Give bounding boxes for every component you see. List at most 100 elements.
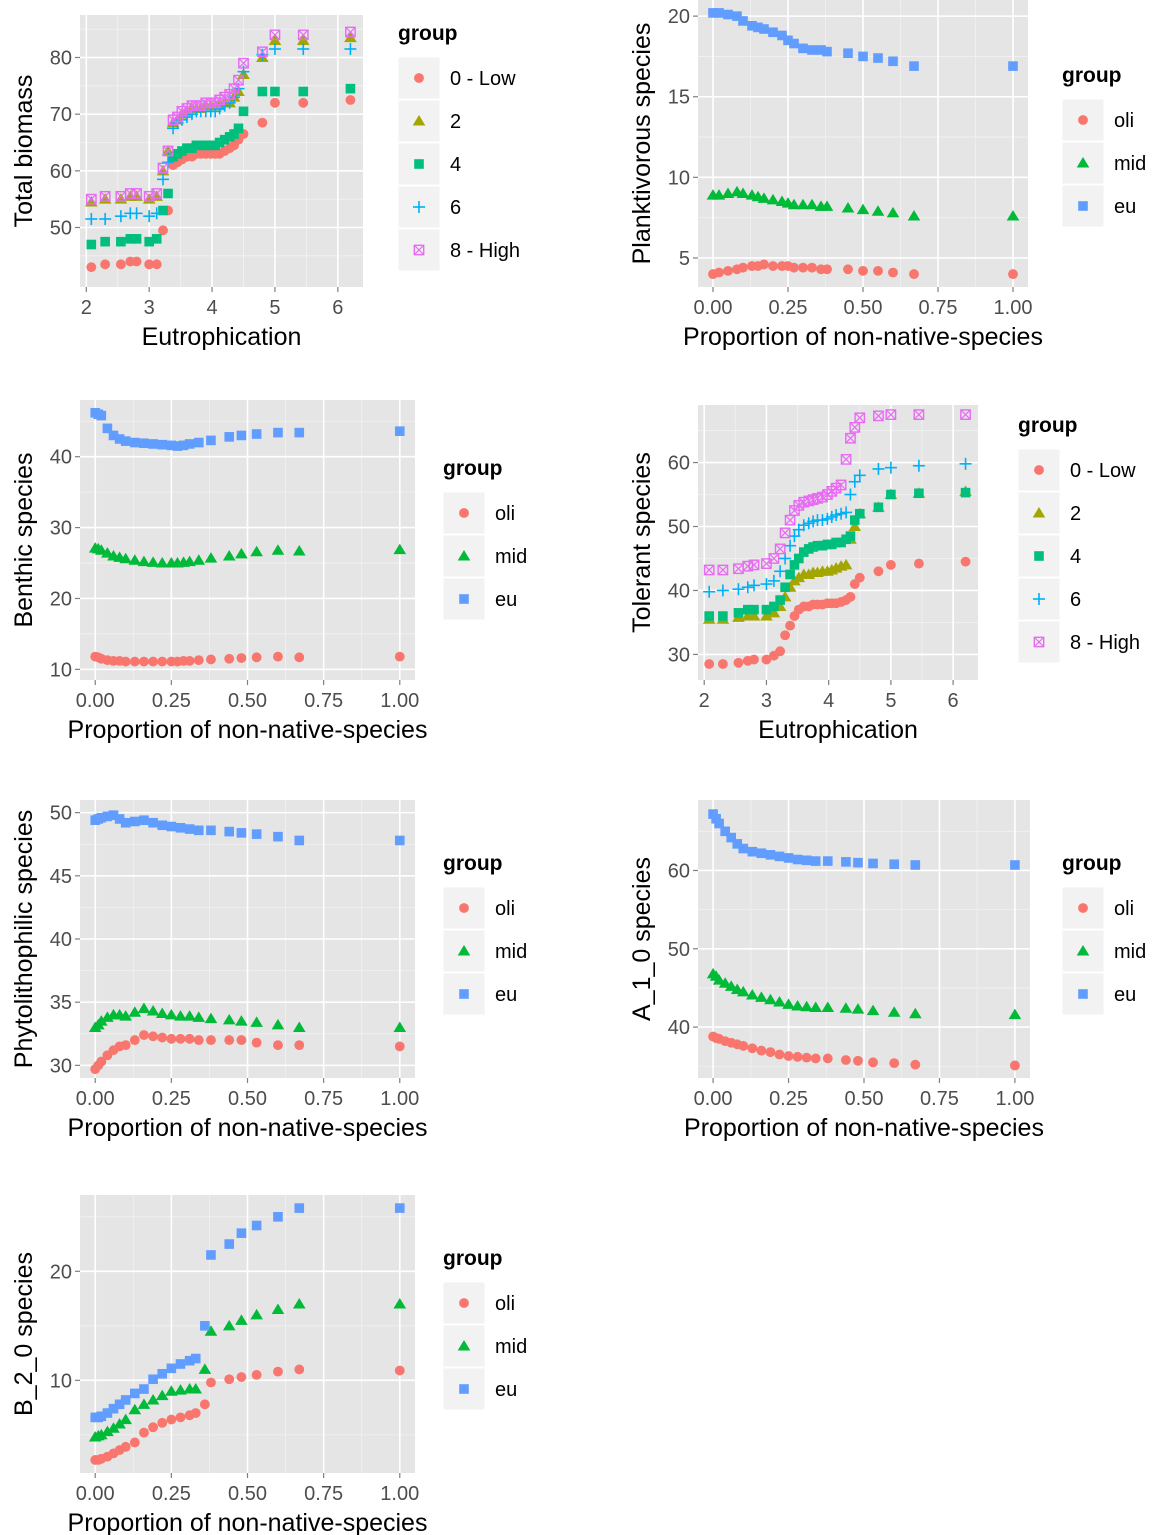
data-point	[193, 1035, 204, 1046]
legend-label: 4	[450, 154, 461, 176]
legend-key	[459, 1384, 469, 1394]
data-point	[764, 993, 777, 1005]
data-point	[774, 1049, 785, 1060]
data-points	[706, 809, 1022, 1071]
legend-item: mid	[1061, 141, 1146, 185]
data-point	[724, 980, 738, 991]
y-tick-label: 10	[668, 167, 690, 189]
data-point	[822, 1053, 833, 1064]
data-point	[96, 1411, 107, 1422]
data-point	[166, 1363, 177, 1374]
data-point	[99, 213, 112, 225]
data-point	[798, 43, 808, 54]
data-point	[190, 1408, 201, 1418]
data-point	[816, 45, 826, 55]
data-point	[774, 565, 787, 578]
data-point	[139, 815, 149, 826]
data-point	[294, 1040, 305, 1051]
data-point	[162, 145, 174, 157]
data-point	[95, 1428, 108, 1440]
chart-7: 0.00 0.25 0.50 0.75 1.00 10 20 Proportion of no…	[10, 1195, 527, 1535]
data-point	[822, 46, 832, 57]
data-point	[151, 234, 162, 244]
y-tick-label: 5	[679, 248, 690, 270]
data-point	[912, 459, 925, 472]
data-point	[712, 189, 726, 200]
legend-label: mid	[495, 1336, 527, 1358]
data-point	[785, 620, 796, 631]
data-point	[174, 1010, 187, 1021]
data-points	[702, 409, 972, 669]
legend: group oli mid eu	[1061, 852, 1146, 1016]
y-tick-label: 40	[50, 929, 72, 951]
data-point	[708, 8, 718, 18]
data-point	[137, 555, 151, 567]
data-point	[792, 1051, 803, 1062]
data-point	[780, 582, 790, 593]
data-point	[151, 188, 163, 199]
legend-label: mid	[495, 941, 527, 963]
data-point	[732, 583, 745, 596]
legend-key	[1078, 115, 1088, 125]
chart-4: 2 3 4 5 6 30 40 50 60 Eutrophication Tolerant spec…	[628, 405, 1140, 744]
legend-label: oli	[495, 898, 515, 920]
x-axis-label: Proportion of non-native-species	[684, 1114, 1044, 1142]
data-point	[96, 1056, 107, 1067]
data-point	[747, 846, 758, 857]
data-point	[137, 1002, 151, 1013]
x-tick-label: 4	[207, 297, 218, 319]
y-axis-label: Phytolithophilic species	[10, 810, 38, 1068]
data-point	[257, 117, 268, 128]
legend-title: group	[443, 457, 502, 480]
data-point	[120, 436, 131, 446]
data-point	[723, 9, 733, 20]
legend-key	[1034, 551, 1044, 561]
data-point	[791, 999, 804, 1011]
x-tick-label: 0.75	[304, 1088, 343, 1110]
data-point	[292, 1298, 306, 1309]
data-point	[192, 1011, 206, 1022]
data-point	[256, 46, 268, 58]
data-point	[853, 469, 866, 482]
legend-key	[457, 945, 471, 956]
data-point	[86, 262, 97, 273]
data-point	[909, 61, 919, 71]
legend-item: eu	[442, 577, 517, 621]
data-point	[742, 604, 753, 615]
legend-key	[459, 508, 469, 518]
data-point	[151, 259, 162, 270]
data-point	[144, 236, 154, 247]
data-point	[783, 1051, 794, 1061]
data-points	[88, 407, 407, 667]
data-point	[885, 409, 897, 420]
data-point	[779, 552, 792, 565]
data-point	[873, 53, 883, 63]
data-point	[137, 1398, 151, 1409]
data-point	[717, 564, 729, 576]
data-point	[812, 540, 823, 551]
data-point	[714, 818, 724, 829]
y-tick-label: 20	[668, 6, 690, 28]
x-tick-label: 0.75	[304, 690, 343, 712]
data-point	[393, 1021, 407, 1032]
legend-key	[457, 1340, 471, 1351]
data-point	[214, 137, 225, 148]
data-point	[810, 856, 821, 866]
x-tick-label: 0.00	[76, 1088, 115, 1110]
data-point	[756, 848, 767, 859]
series-5	[703, 409, 971, 576]
y-tick-label: 60	[668, 860, 690, 882]
legend-label: oli	[495, 503, 515, 525]
x-axis-label: Proportion of non-native-species	[68, 1114, 428, 1142]
data-point	[845, 531, 856, 541]
x-tick-label: 1.00	[380, 690, 419, 712]
data-point	[131, 234, 142, 244]
data-point	[836, 537, 846, 548]
data-point	[889, 859, 899, 870]
data-point	[251, 1220, 262, 1231]
data-point	[206, 825, 216, 836]
data-point	[768, 27, 778, 38]
x-tick-label: 0.50	[845, 1088, 884, 1110]
data-point	[714, 267, 724, 278]
data-point	[198, 1363, 212, 1374]
